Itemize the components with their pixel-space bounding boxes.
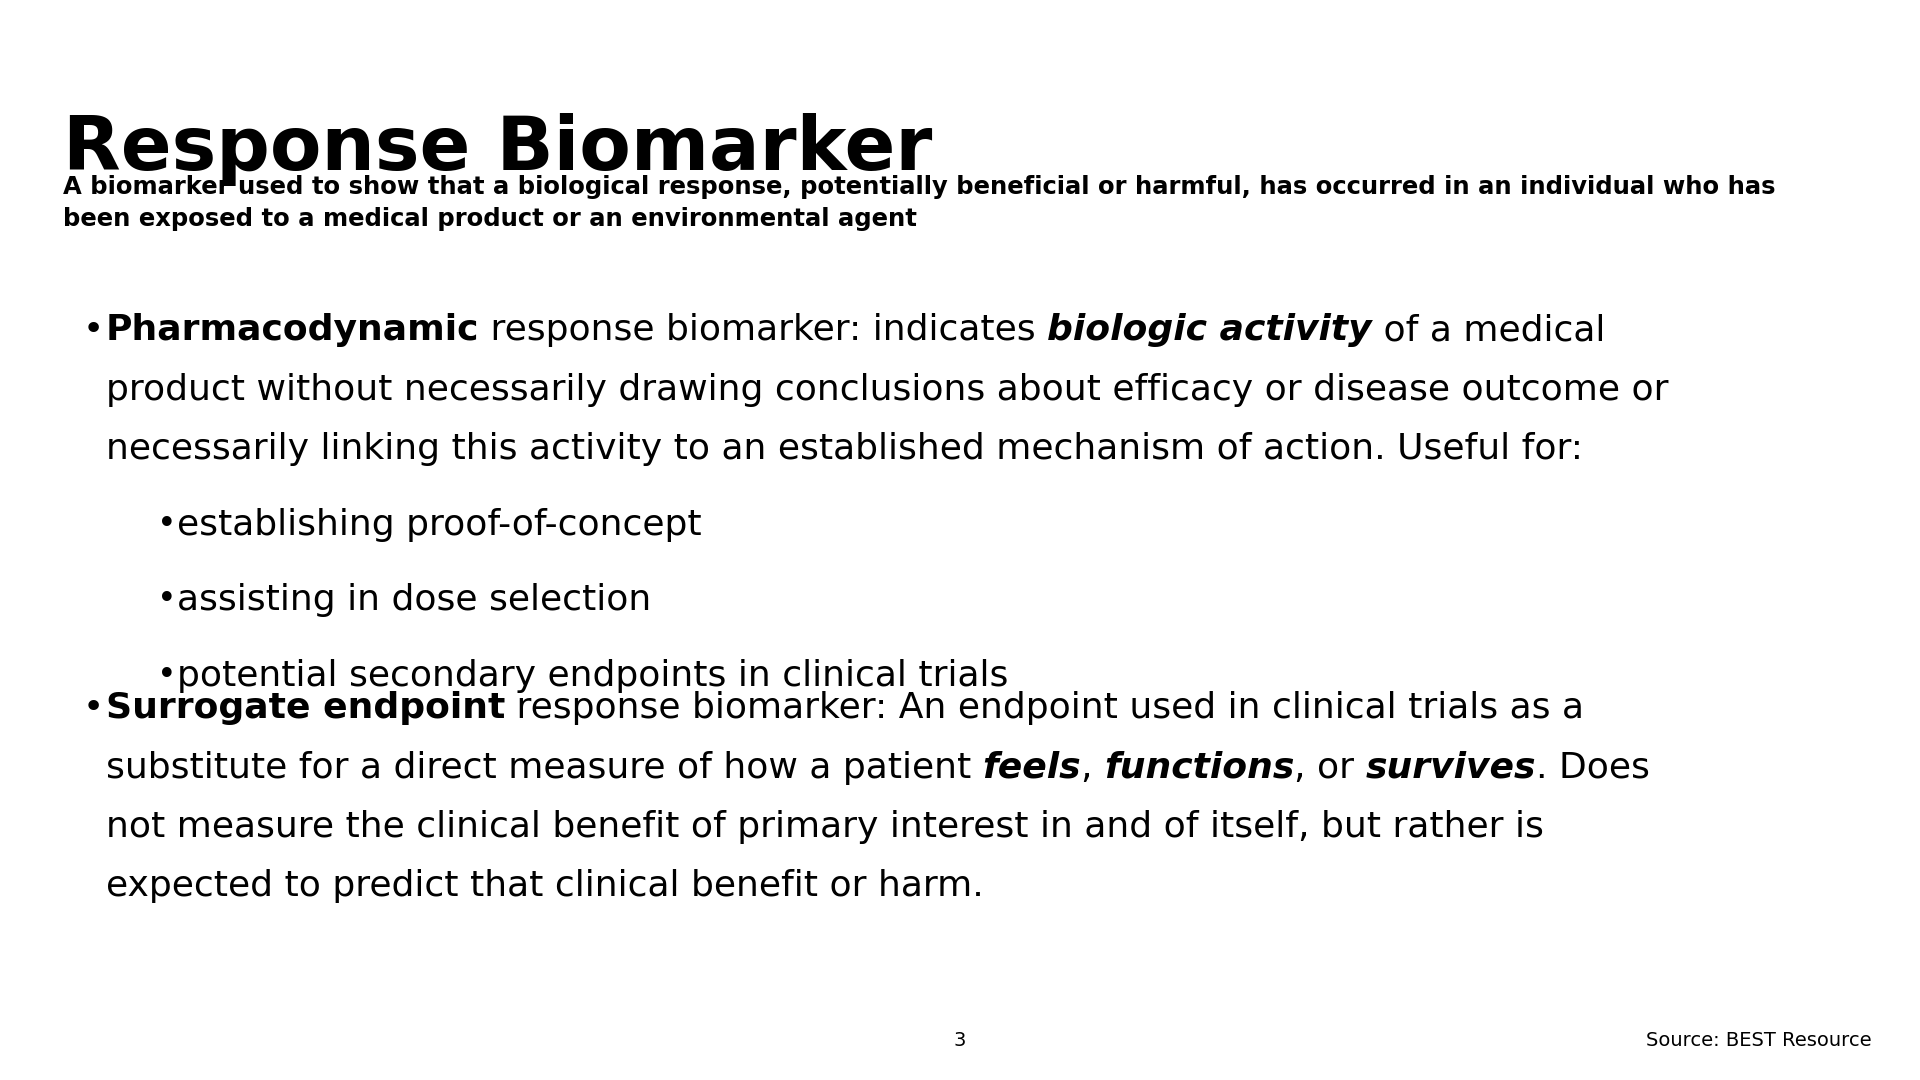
Text: substitute for a direct measure of how a patient: substitute for a direct measure of how a… — [106, 751, 983, 784]
Text: establishing proof-of-concept: establishing proof-of-concept — [177, 508, 701, 541]
Text: product without necessarily drawing conclusions about efficacy or disease outcom: product without necessarily drawing conc… — [106, 373, 1668, 406]
Text: •: • — [157, 659, 177, 692]
Text: •: • — [157, 583, 177, 617]
Text: been exposed to a medical product or an environmental agent: been exposed to a medical product or an … — [63, 207, 918, 231]
Text: . Does: . Does — [1536, 751, 1649, 784]
Text: , or: , or — [1294, 751, 1365, 784]
Text: 3: 3 — [954, 1030, 966, 1050]
Text: Source: BEST Resource: Source: BEST Resource — [1645, 1030, 1872, 1050]
Text: Surrogate endpoint: Surrogate endpoint — [106, 691, 505, 725]
Text: functions: functions — [1104, 751, 1294, 784]
Text: •: • — [83, 313, 104, 347]
Text: •: • — [83, 691, 104, 725]
Text: response biomarker: indicates: response biomarker: indicates — [480, 313, 1046, 347]
Text: potential secondary endpoints in clinical trials: potential secondary endpoints in clinica… — [177, 659, 1008, 692]
Text: expected to predict that clinical benefit or harm.: expected to predict that clinical benefi… — [106, 869, 983, 903]
Text: •: • — [157, 508, 177, 541]
Text: biologic activity: biologic activity — [1046, 313, 1373, 347]
Text: A biomarker used to show that a biological response, potentially beneficial or h: A biomarker used to show that a biologic… — [63, 175, 1776, 199]
Text: survives: survives — [1365, 751, 1536, 784]
Text: ,: , — [1081, 751, 1104, 784]
Text: Response Biomarker: Response Biomarker — [63, 113, 933, 187]
Text: response biomarker: An endpoint used in clinical trials as a: response biomarker: An endpoint used in … — [505, 691, 1584, 725]
Text: not measure the clinical benefit of primary interest in and of itself, but rathe: not measure the clinical benefit of prim… — [106, 810, 1544, 843]
Text: assisting in dose selection: assisting in dose selection — [177, 583, 651, 617]
Text: feels: feels — [983, 751, 1081, 784]
Text: Pharmacodynamic: Pharmacodynamic — [106, 313, 480, 347]
Text: of a medical: of a medical — [1373, 313, 1605, 347]
Text: necessarily linking this activity to an established mechanism of action. Useful : necessarily linking this activity to an … — [106, 432, 1582, 465]
